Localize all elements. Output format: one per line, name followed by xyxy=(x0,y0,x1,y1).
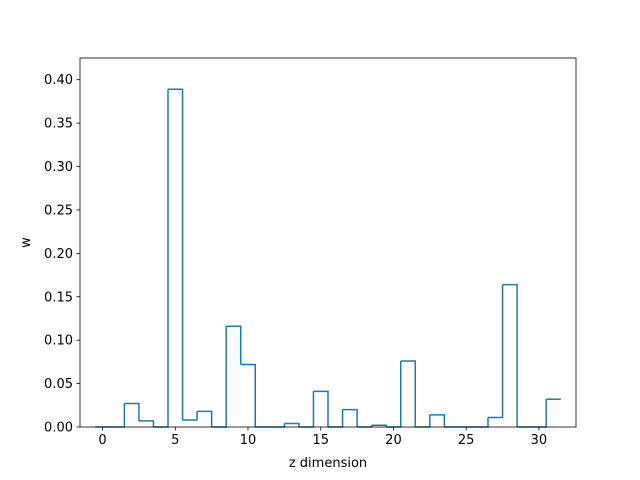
y-tick-label: 0.15 xyxy=(44,290,73,305)
step-bin-5 xyxy=(168,88,184,421)
x-tick-label: 5 xyxy=(171,433,179,448)
step-bin-21 xyxy=(400,360,417,427)
step-bin-6 xyxy=(182,411,198,421)
x-tick-label: 20 xyxy=(385,433,402,448)
step-bin-2 xyxy=(124,402,140,421)
y-axis: 0.00 0.05 0.10 0.15 0.20 0.25 0.30 0.35 0.40 xyxy=(44,73,80,436)
step-bin-10 xyxy=(240,363,257,427)
step-bin-17 xyxy=(342,408,358,427)
y-tick-label: 0.30 xyxy=(44,160,73,175)
x-tick-label: 25 xyxy=(458,433,475,448)
step-bin-15 xyxy=(313,390,329,427)
y-tick-label: 0.20 xyxy=(44,247,73,262)
y-tick-label: 0.40 xyxy=(44,73,73,88)
y-axis-label: w xyxy=(19,237,34,248)
y-tick-label: 0.25 xyxy=(44,203,73,218)
step-bin-7 xyxy=(197,410,213,427)
x-axis: 0 5 10 15 20 25 30 xyxy=(98,427,547,448)
step-bin-23 xyxy=(429,414,446,427)
y-tick-label: 0.00 xyxy=(44,421,73,436)
axes-frame xyxy=(79,57,577,428)
y-tick-label: 0.35 xyxy=(44,117,73,132)
x-tick-label: 0 xyxy=(98,433,106,448)
x-tick-label: 30 xyxy=(531,433,548,448)
step-bin-13 xyxy=(284,422,300,427)
y-tick-label: 0.10 xyxy=(44,334,73,349)
x-tick-label: 15 xyxy=(312,433,329,448)
step-bin-28 xyxy=(502,283,518,427)
y-tick-label: 0.05 xyxy=(44,377,73,392)
x-tick-label: 10 xyxy=(240,433,257,448)
step-bin-9 xyxy=(226,325,242,365)
step-bin-27 xyxy=(488,284,504,419)
x-axis-label: z dimension xyxy=(289,456,367,471)
step-bin-3 xyxy=(138,420,155,427)
